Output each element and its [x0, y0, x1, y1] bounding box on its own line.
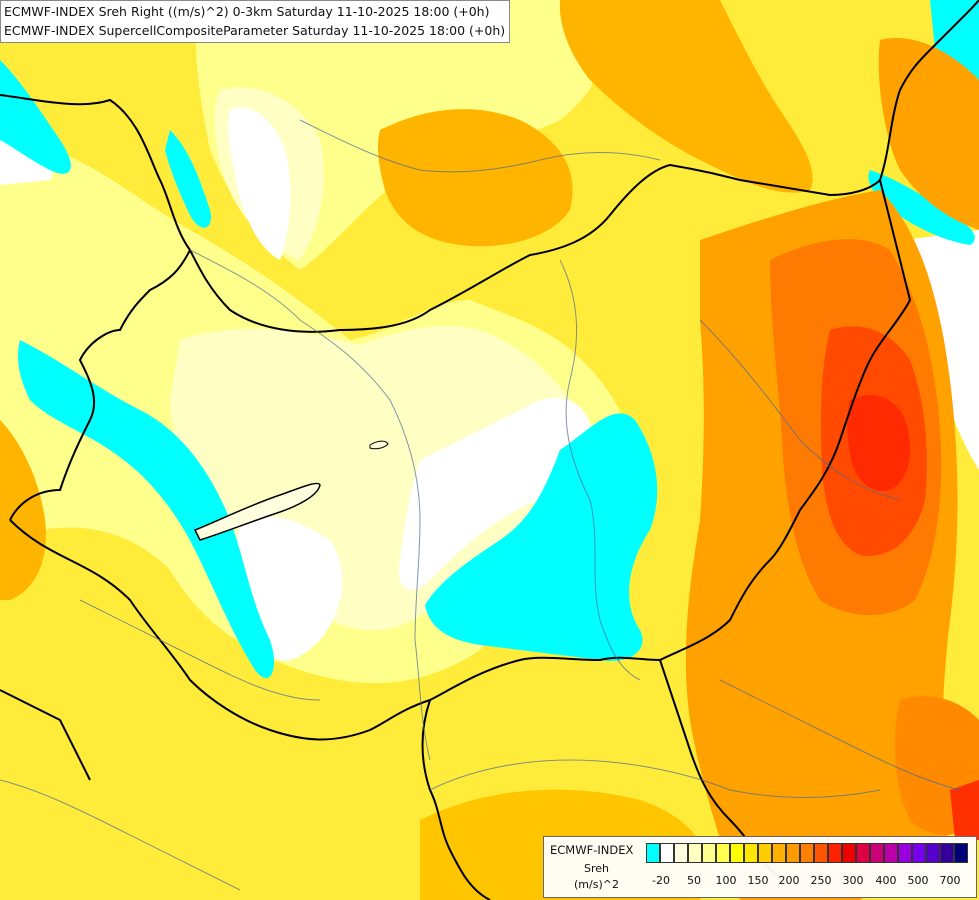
- river-east: [699, 319, 901, 501]
- legend-swatch: [912, 843, 926, 863]
- legend-tick-label: 50: [687, 874, 701, 887]
- legend-swatch: [646, 843, 660, 863]
- legend-tick-label: 200: [778, 874, 800, 887]
- border-line-1: [0, 49, 931, 333]
- red-core-east: [847, 395, 910, 491]
- orange-area-west-edge: [0, 420, 46, 600]
- color-legend: ECMWF-INDEX Sreh (m/s)^2 -20 50 100 150 200 2…: [543, 836, 977, 898]
- cyan-area-northwest: [0, 60, 71, 174]
- legend-swatch: [870, 843, 884, 863]
- legend-swatch: [660, 843, 674, 863]
- white-area-north: [228, 107, 291, 260]
- title-line-2: ECMWF-INDEX SupercellCompositeParameter …: [4, 23, 506, 38]
- legend-tick-label: 100: [715, 874, 737, 887]
- legend-tick-label: 500: [907, 874, 929, 887]
- legend-swatch: [744, 843, 758, 863]
- river-west: [79, 599, 321, 701]
- legend-tick-label: 150: [747, 874, 769, 887]
- legend-swatch: [674, 843, 688, 863]
- legend-tick-label: 400: [875, 874, 897, 887]
- legend-swatch: [954, 843, 968, 863]
- legend-swatch: [940, 843, 954, 863]
- rivers-and-regions: [0, 119, 961, 891]
- legend-swatch: [688, 843, 702, 863]
- red-area-se-corner: [950, 780, 979, 840]
- border-line-6: [0, 689, 91, 781]
- legend-swatch: [716, 843, 730, 863]
- title-line-1: ECMWF-INDEX Sreh Right ((m/s)^2) 0-3km S…: [4, 4, 490, 19]
- orange-area-ne-right: [878, 38, 979, 230]
- cyan-area-east-plain: [425, 413, 658, 661]
- region-line-north: [299, 119, 661, 173]
- white-area-center: [399, 398, 593, 591]
- cyan-area-northeast: [868, 170, 975, 245]
- legend-tick-label: -20: [652, 874, 670, 887]
- legend-unit: (m/s)^2: [574, 878, 619, 891]
- legend-variable: Sreh: [584, 862, 610, 875]
- border-line-4: [421, 699, 491, 900]
- legend-swatch: [898, 843, 912, 863]
- legend-swatch: [814, 843, 828, 863]
- cyan-area-west: [18, 340, 275, 679]
- legend-swatch: [926, 843, 940, 863]
- region-line-sw: [0, 779, 241, 891]
- legend-swatch: [800, 843, 814, 863]
- border-line-7: [929, 0, 979, 51]
- legend-swatch: [828, 843, 842, 863]
- river-tisza: [559, 259, 641, 681]
- legend-tick-label: 250: [810, 874, 832, 887]
- border-line-3: [9, 249, 191, 521]
- map-title-box: ECMWF-INDEX Sreh Right ((m/s)^2) 0-3km S…: [0, 0, 511, 43]
- legend-tick-label: 700: [939, 874, 961, 887]
- legend-tick-label: 300: [842, 874, 864, 887]
- legend-swatch: [884, 843, 898, 863]
- lake-balaton: [193, 482, 321, 541]
- border-line-2: [9, 179, 912, 741]
- legend-swatch: [842, 843, 856, 863]
- legend-swatch: [786, 843, 800, 863]
- cyan-area-north-strip: [165, 130, 211, 228]
- river-south: [429, 759, 881, 798]
- legend-swatch: [702, 843, 716, 863]
- legend-swatch: [856, 843, 870, 863]
- legend-swatch: [758, 843, 772, 863]
- region-line-se: [719, 679, 961, 791]
- legend-model: ECMWF-INDEX: [550, 843, 634, 857]
- legend-swatch: [730, 843, 744, 863]
- lake-small: [369, 440, 389, 450]
- orange-area-northeast-top: [559, 0, 813, 193]
- legend-swatch: [772, 843, 786, 863]
- river-danube: [189, 249, 431, 761]
- orange-area-north: [377, 109, 573, 247]
